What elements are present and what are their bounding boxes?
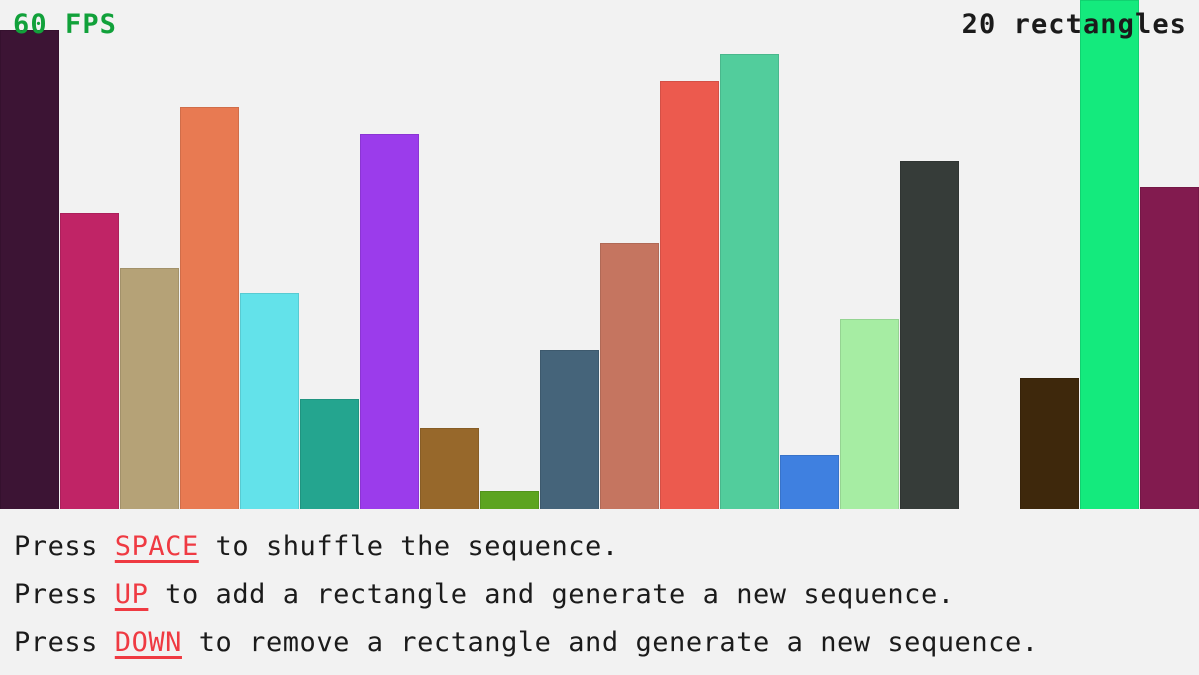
instruction-suffix: to add a rectangle and generate a new se… (148, 579, 955, 610)
bar-12 (660, 81, 719, 509)
bar-7 (360, 134, 419, 509)
bar-10 (540, 350, 599, 509)
key-down[interactable]: DOWN (114, 627, 182, 658)
bar-4 (180, 107, 239, 509)
instructions-panel: Press SPACE to shuffle the sequence. Pres… (0, 509, 1199, 675)
instruction-suffix: to remove a rectangle and generate a new… (181, 627, 1039, 658)
instruction-line-1: Press SPACE to shuffle the sequence. (14, 523, 1199, 571)
bar-13 (720, 54, 779, 509)
bar-15 (840, 319, 899, 509)
instruction-line-3: Press DOWN to remove a rectangle and gen… (14, 619, 1199, 667)
bar-3 (120, 268, 179, 509)
bar-1 (0, 30, 59, 509)
instruction-suffix: to shuffle the sequence. (198, 531, 619, 562)
bar-2 (60, 213, 119, 509)
bar-19 (1080, 0, 1139, 509)
bar-11 (600, 243, 659, 509)
bar-18 (1020, 378, 1079, 509)
instruction-prefix: Press (14, 579, 115, 610)
instruction-line-2: Press UP to add a rectangle and generate… (14, 571, 1199, 619)
bar-5 (240, 293, 299, 509)
bar-9 (480, 491, 539, 509)
key-space[interactable]: SPACE (114, 531, 199, 562)
rectangle-count-label: 20 rectangles (961, 9, 1187, 40)
bar-16 (900, 161, 959, 509)
bar-6 (300, 399, 359, 509)
key-up[interactable]: UP (114, 579, 149, 610)
instruction-prefix: Press (14, 531, 115, 562)
bar-14 (780, 455, 839, 509)
fps-counter: 60 FPS (13, 9, 118, 40)
instruction-prefix: Press (14, 627, 115, 658)
bar-20 (1140, 187, 1199, 509)
bar-8 (420, 428, 479, 509)
rectangle-chart (0, 0, 1199, 509)
